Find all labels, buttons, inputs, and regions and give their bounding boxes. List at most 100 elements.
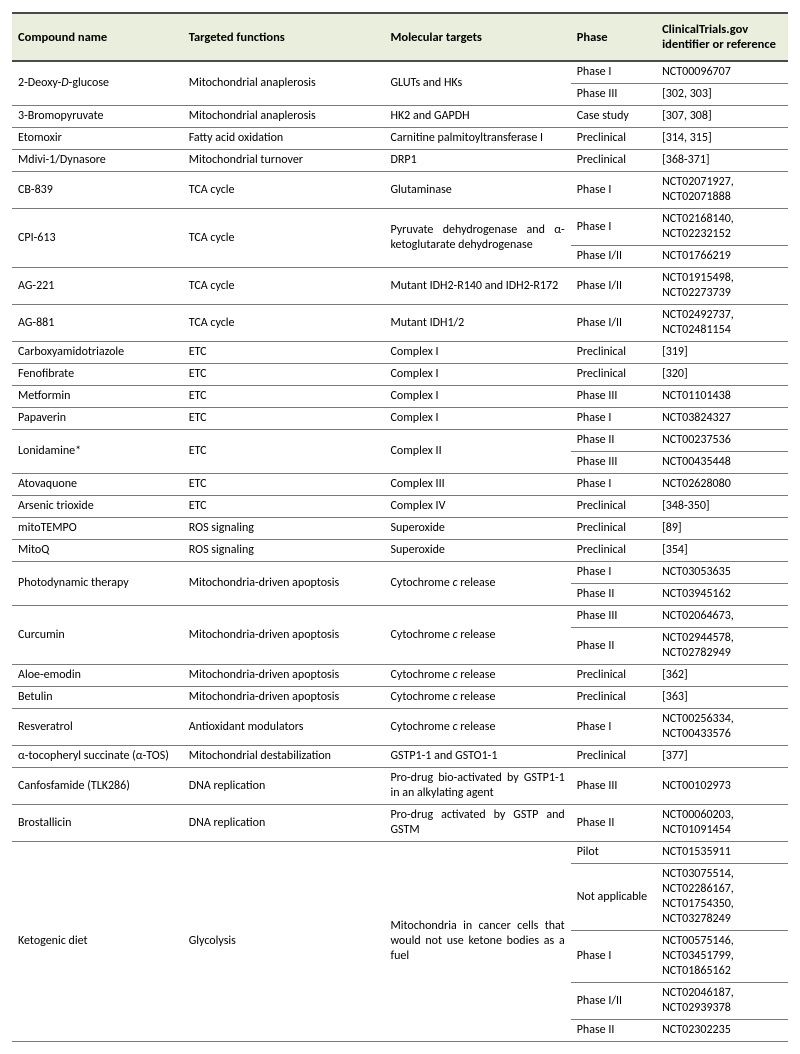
cell-phase: Phase III (571, 452, 656, 474)
cell-target: Complex II (384, 430, 570, 474)
table-body: 2-Deoxy-D-glucoseMitochondrial anapleros… (12, 61, 788, 1042)
cell-reference: NCT02071927, NCT02071888 (656, 172, 788, 209)
cell-reference: NCT01535911 (656, 842, 788, 864)
cell-phase: Phase III (571, 386, 656, 408)
table-row: 2-Deoxy-D-glucoseMitochondrial anapleros… (12, 61, 788, 84)
cell-compound: Brostallicin (12, 805, 183, 842)
cell-function: ETC (183, 386, 385, 408)
cell-phase: Phase II (571, 628, 656, 665)
cell-target: Complex IV (384, 496, 570, 518)
cell-function: TCA cycle (183, 172, 385, 209)
cell-phase: Preclinical (571, 746, 656, 768)
table-row: MetforminETCComplex IPhase IIINCT0110143… (12, 386, 788, 408)
cell-phase: Case study (571, 106, 656, 128)
cell-compound: Papaverin (12, 408, 183, 430)
cell-target: Mitochondria in cancer cells that would … (384, 842, 570, 1042)
table-row: PapaverinETCComplex IPhase INCT03824327 (12, 408, 788, 430)
cell-function: DNA replication (183, 805, 385, 842)
cell-compound: AG-221 (12, 268, 183, 305)
table-row: CPI-613TCA cyclePyruvate dehydrogenase a… (12, 209, 788, 246)
cell-reference: NCT02628080 (656, 474, 788, 496)
cell-target: Mutant IDH2-R140 and IDH2-R172 (384, 268, 570, 305)
cell-compound: AG-881 (12, 305, 183, 342)
cell-target: Pro-drug bio-activated by GSTP1-1 in an … (384, 768, 570, 805)
cell-phase: Preclinical (571, 150, 656, 172)
cell-function: TCA cycle (183, 209, 385, 268)
cell-phase: Phase I (571, 209, 656, 246)
cell-function: Mitochondria-driven apoptosis (183, 687, 385, 709)
cell-compound: Etomoxir (12, 128, 183, 150)
table-row: BrostallicinDNA replicationPro-drug acti… (12, 805, 788, 842)
cell-target: Mutant IDH1/2 (384, 305, 570, 342)
cell-target: HK2 and GAPDH (384, 106, 570, 128)
table-row: FenofibrateETCComplex IPreclinical[320] (12, 364, 788, 386)
cell-phase: Phase III (571, 84, 656, 106)
cell-reference: [319] (656, 342, 788, 364)
cell-function: ROS signaling (183, 518, 385, 540)
cell-function: ROS signaling (183, 540, 385, 562)
cell-reference: [368-371] (656, 150, 788, 172)
cell-function: ETC (183, 474, 385, 496)
cell-reference: [302, 303] (656, 84, 788, 106)
cell-target: Complex I (384, 342, 570, 364)
table-row: AG-221TCA cycleMutant IDH2-R140 and IDH2… (12, 268, 788, 305)
cell-phase: Phase I/II (571, 246, 656, 268)
cell-target: Superoxide (384, 540, 570, 562)
cell-reference: NCT02492737, NCT02481154 (656, 305, 788, 342)
cell-target: Complex I (384, 364, 570, 386)
cell-target: Carnitine palmitoyltransferase I (384, 128, 570, 150)
cell-phase: Phase III (571, 606, 656, 628)
cell-reference: NCT03053635 (656, 562, 788, 584)
table-row: AtovaquoneETCComplex IIIPhase INCT026280… (12, 474, 788, 496)
cell-function: ETC (183, 430, 385, 474)
compounds-table: Compound name Targeted functions Molecul… (12, 12, 788, 1042)
table-row: CB-839TCA cycleGlutaminasePhase INCT0207… (12, 172, 788, 209)
cell-reference: NCT02944578, NCT02782949 (656, 628, 788, 665)
cell-phase: Phase I (571, 474, 656, 496)
cell-reference: NCT01101438 (656, 386, 788, 408)
cell-function: ETC (183, 364, 385, 386)
table-row: Canfosfamide (TLK286)DNA replicationPro-… (12, 768, 788, 805)
cell-reference: [348-350] (656, 496, 788, 518)
cell-reference: NCT00096707 (656, 61, 788, 84)
cell-phase: Preclinical (571, 540, 656, 562)
cell-compound: Mdivi-1/Dynasore (12, 150, 183, 172)
cell-phase: Preclinical (571, 665, 656, 687)
table-header: Compound name Targeted functions Molecul… (12, 13, 788, 61)
table-row: ResveratrolAntioxidant modulatorsCytochr… (12, 709, 788, 746)
cell-target: GLUTs and HKs (384, 61, 570, 106)
table-row: AG-881TCA cycleMutant IDH1/2Phase I/IINC… (12, 305, 788, 342)
cell-reference: NCT00237536 (656, 430, 788, 452)
cell-target: Pro-drug activated by GSTP and GSTM (384, 805, 570, 842)
cell-function: Antioxidant modulators (183, 709, 385, 746)
cell-phase: Preclinical (571, 364, 656, 386)
cell-reference: [362] (656, 665, 788, 687)
cell-reference: NCT02064673, (656, 606, 788, 628)
table-row: Mdivi-1/DynasoreMitochondrial turnoverDR… (12, 150, 788, 172)
cell-function: TCA cycle (183, 305, 385, 342)
cell-function: ETC (183, 342, 385, 364)
cell-target: Cytochrome c release (384, 562, 570, 606)
cell-compound: Metformin (12, 386, 183, 408)
cell-function: DNA replication (183, 768, 385, 805)
cell-compound: 3-Bromopyruvate (12, 106, 183, 128)
cell-reference: NCT02302235 (656, 1020, 788, 1042)
cell-phase: Phase I (571, 931, 656, 983)
header-target: Molecular targets (384, 13, 570, 61)
table-row: Lonidamine*ETCComplex IIPhase IINCT00237… (12, 430, 788, 452)
cell-phase: Not applicable (571, 864, 656, 931)
cell-phase: Phase I (571, 709, 656, 746)
cell-function: Mitochondria-driven apoptosis (183, 606, 385, 665)
cell-compound: MitoQ (12, 540, 183, 562)
cell-target: Complex I (384, 408, 570, 430)
cell-compound: Ketogenic diet (12, 842, 183, 1042)
cell-function: Mitochondrial turnover (183, 150, 385, 172)
cell-target: Complex III (384, 474, 570, 496)
cell-compound: Canfosfamide (TLK286) (12, 768, 183, 805)
cell-function: Mitochondria-driven apoptosis (183, 665, 385, 687)
table-row: α-tocopheryl succinate (α-TOS)Mitochondr… (12, 746, 788, 768)
header-phase: Phase (571, 13, 656, 61)
table-row: CarboxyamidotriazoleETCComplex IPreclini… (12, 342, 788, 364)
cell-target: Cytochrome c release (384, 665, 570, 687)
cell-reference: NCT00435448 (656, 452, 788, 474)
